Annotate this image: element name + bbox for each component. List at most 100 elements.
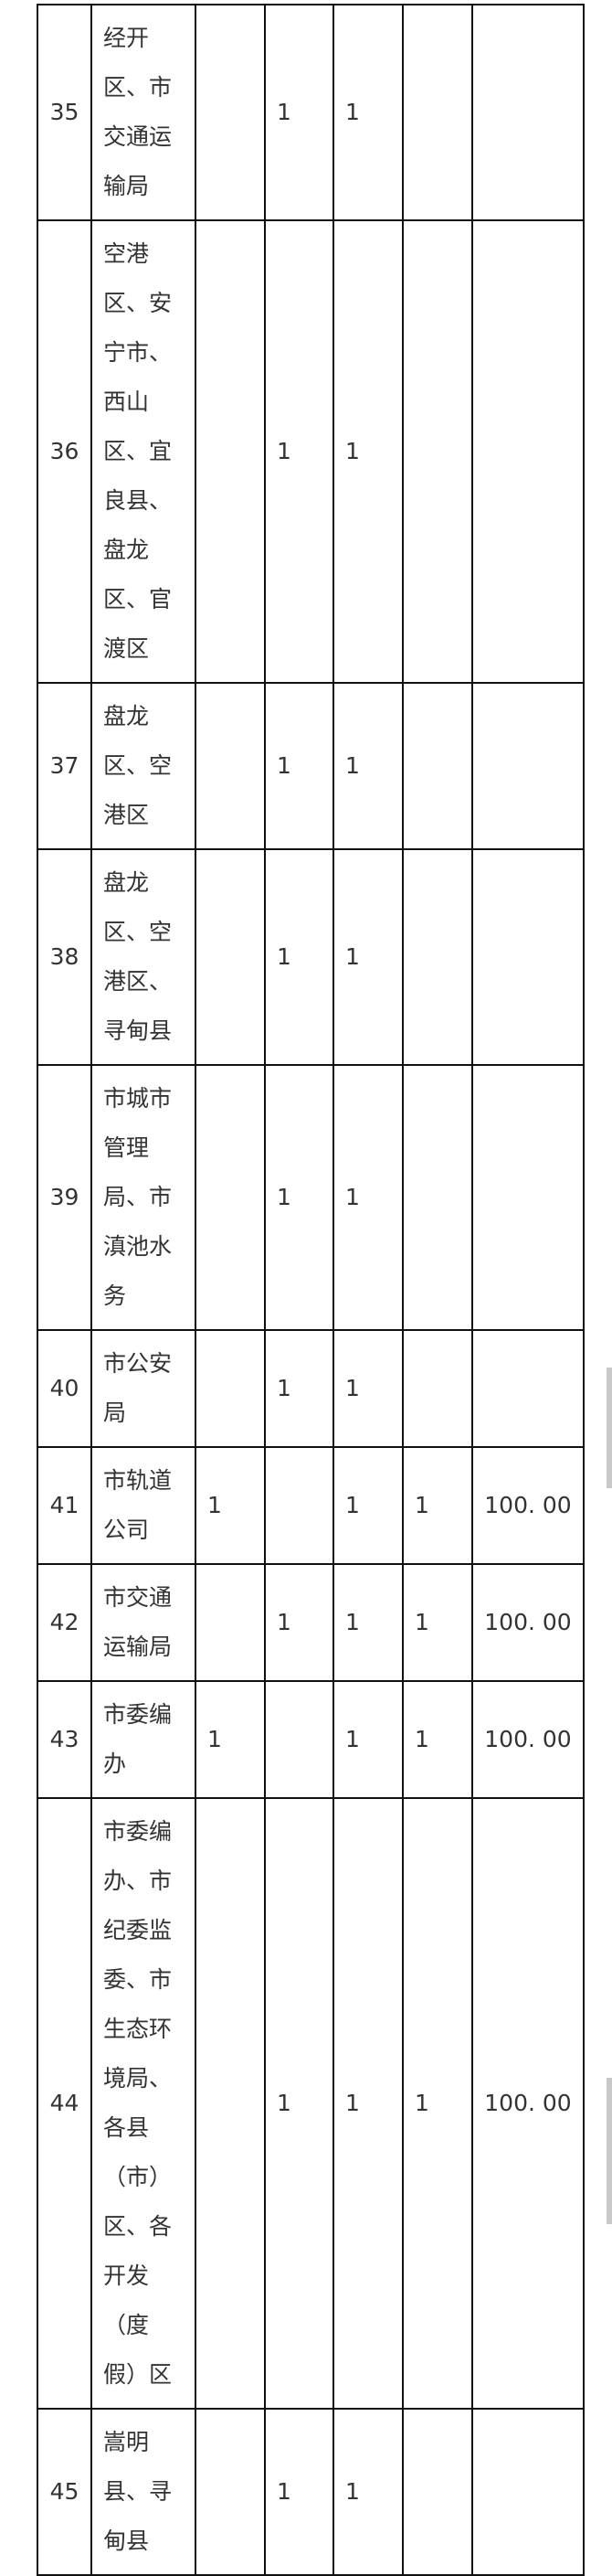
unit-cell: 空港 区、安 宁市、 西山 区、宜 良县、 盘龙 区、官 渡区: [90, 219, 196, 684]
scrollbar-thumb[interactable]: [607, 2078, 612, 2224]
row-number-cell: 35: [37, 4, 92, 221]
amount-cell: 100. 00: [471, 1797, 585, 2410]
row-number-cell: 40: [37, 1329, 92, 1448]
unit-cell: 市公安局: [90, 1329, 196, 1448]
value-cell-c1: [195, 219, 266, 684]
unit-line: 办、市: [103, 1868, 173, 1894]
value-cell-c2: 1: [264, 682, 334, 850]
row-number-cell: 41: [37, 1446, 92, 1565]
value-cell-c4: [402, 4, 473, 221]
value-cell-c4: [402, 1064, 473, 1331]
unit-line: 区、空: [103, 752, 173, 779]
value-cell-c2: 1: [264, 4, 334, 221]
unit-cell: 市轨道 公司: [90, 1446, 196, 1565]
amount-cell: [471, 2408, 585, 2576]
value-cell-c3: 1: [332, 4, 404, 221]
row-number-cell: 39: [37, 1064, 92, 1331]
value-cell-c1: [195, 2408, 266, 2576]
value-cell-c4: 1: [402, 1446, 473, 1565]
amount-cell: [471, 219, 585, 684]
table-row: 36 空港 区、安 宁市、 西山 区、宜 良县、 盘龙 区、官 渡区 1 1: [37, 219, 585, 684]
value-cell-c3: 1: [332, 848, 404, 1066]
unit-line: 市交通: [103, 1584, 173, 1611]
value-cell-c2: 1: [264, 1563, 334, 1682]
unit-line: 区、安: [103, 290, 173, 316]
unit-line: （市）: [103, 2164, 173, 2190]
unit-line: 生态环: [103, 2016, 173, 2042]
value-cell-c1: [195, 1064, 266, 1331]
table-row: 42 市交通 运输局 1 1 1 100. 00: [37, 1563, 585, 1682]
data-table: 35 经开 区、市 交通运 输局 1 1 36 空港 区、安 宁市、 西山 区、宜 良县、 盘龙 区、官 渡区 1…: [37, 4, 585, 2576]
unit-line: 境局、: [103, 2065, 173, 2092]
unit-line: 良县、: [103, 487, 173, 514]
row-number-cell: 42: [37, 1563, 92, 1682]
unit-line: 嵩明: [103, 2429, 150, 2455]
value-cell-c2: 1: [264, 1329, 334, 1448]
amount-cell: 100. 00: [471, 1680, 585, 1799]
unit-line: 各县: [103, 2114, 150, 2141]
unit-line: 公司: [103, 1517, 150, 1543]
value-cell-c1: [195, 1563, 266, 1682]
value-cell-c2: 1: [264, 848, 334, 1066]
unit-line: 区、宜: [103, 438, 173, 464]
value-cell-c3: 1: [332, 1797, 404, 2410]
unit-line: 市公安: [103, 1350, 173, 1377]
value-cell-c2: 1: [264, 2408, 334, 2576]
unit-line: 县、寻: [103, 2478, 173, 2505]
unit-cell: 盘龙 区、空 港区、 寻甸县: [90, 848, 196, 1066]
unit-line: 管理: [103, 1134, 150, 1161]
value-cell-c1: 1: [195, 1446, 266, 1565]
value-cell-c3: 1: [332, 1329, 404, 1448]
value-cell-c1: [195, 848, 266, 1066]
unit-line: 局: [103, 1400, 127, 1426]
unit-line: 渡区: [103, 635, 150, 662]
scrollbar-thumb[interactable]: [607, 1368, 612, 1488]
unit-line: 市轨道: [103, 1467, 173, 1494]
value-cell-c4: 1: [402, 1563, 473, 1682]
unit-line: 运输局: [103, 1634, 173, 1660]
table-row: 37 盘龙 区、空 港区 1 1: [37, 682, 585, 850]
unit-line: 甸县: [103, 2528, 150, 2554]
value-cell-c1: 1: [195, 1680, 266, 1799]
unit-line: 局、市: [103, 1184, 173, 1210]
unit-line: 经开: [103, 25, 150, 51]
table-row: 38 盘龙 区、空 港区、 寻甸县 1 1: [37, 848, 585, 1066]
unit-line: 假）区: [103, 2361, 173, 2388]
value-cell-c3: 1: [332, 1563, 404, 1682]
table-row: 45 嵩明 县、寻 甸县 1 1: [37, 2408, 585, 2576]
value-cell-c2: 1: [264, 219, 334, 684]
table-row: 40 市公安局 1 1: [37, 1329, 585, 1448]
row-number-cell: 43: [37, 1680, 92, 1799]
value-cell-c1: [195, 682, 266, 850]
row-number-cell: 36: [37, 219, 92, 684]
value-cell-c4: 1: [402, 1797, 473, 2410]
unit-cell: 市城市管理局、市滇池水务: [90, 1064, 196, 1331]
row-number-cell: 38: [37, 848, 92, 1066]
table-row: 39 市城市 管理 局、市 滇池水务 1 1: [37, 1064, 585, 1331]
value-cell-c4: [402, 848, 473, 1066]
amount-cell: [471, 1064, 585, 1331]
unit-line: 盘龙: [103, 869, 150, 896]
unit-line: 港区、: [103, 968, 173, 995]
value-cell-c3: 1: [332, 219, 404, 684]
value-cell-c2: [264, 1446, 334, 1565]
unit-line: 区、空: [103, 919, 173, 945]
unit-line: 交通运: [103, 123, 173, 150]
amount-cell: [471, 848, 585, 1066]
value-cell-c3: 1: [332, 1064, 404, 1331]
value-cell-c2: 1: [264, 1064, 334, 1331]
amount-cell: 100. 00: [471, 1563, 585, 1682]
value-cell-c1: [195, 4, 266, 221]
value-cell-c4: [402, 219, 473, 684]
row-number-cell: 37: [37, 682, 92, 850]
amount-cell: [471, 682, 585, 850]
value-cell-c4: [402, 682, 473, 850]
unit-line: 滇池水: [103, 1233, 173, 1260]
row-number-cell: 44: [37, 1797, 92, 2410]
unit-line: 市委编: [103, 1818, 173, 1845]
unit-line: 务: [103, 1283, 127, 1309]
unit-cell: 经开 区、市 交通运 输局: [90, 4, 196, 221]
unit-line: 开发: [103, 2262, 150, 2289]
unit-line: 输局: [103, 173, 150, 199]
unit-line: 市城市: [103, 1085, 173, 1112]
